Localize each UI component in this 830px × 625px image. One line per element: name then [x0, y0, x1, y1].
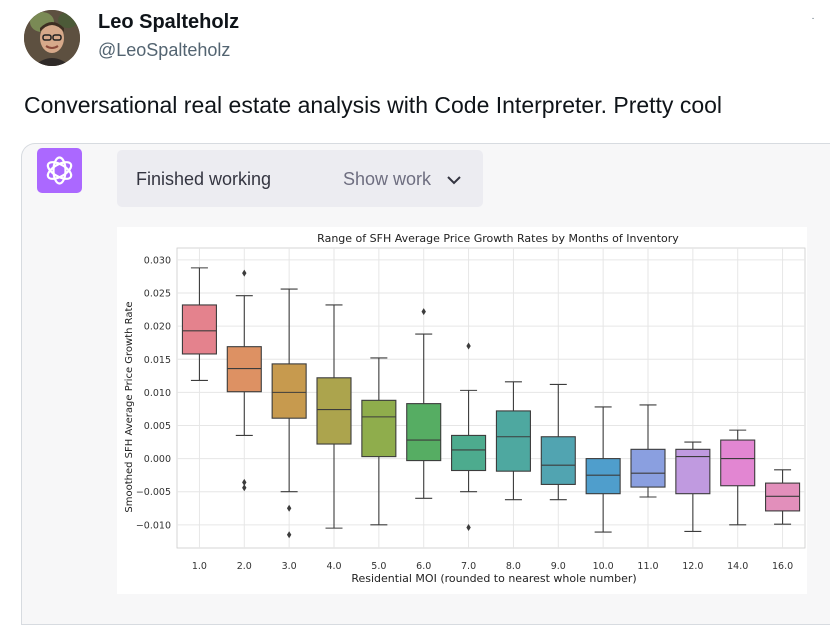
- box-body: [406, 403, 442, 462]
- outlier-point: [242, 269, 247, 277]
- x-tick-label: 1.0: [192, 561, 207, 572]
- y-tick-label: 0.010: [144, 388, 171, 399]
- outlier-point: [242, 484, 247, 492]
- box-body: [181, 304, 217, 355]
- box-5.0: [361, 357, 397, 526]
- outlier-point: [466, 342, 471, 350]
- x-tick-label: 11.0: [637, 561, 658, 572]
- show-work-button[interactable]: Show work: [343, 169, 432, 189]
- y-tick-label: 0.020: [144, 322, 171, 333]
- box-9.0: [540, 383, 576, 501]
- x-tick-label: 7.0: [461, 561, 476, 572]
- chart-svg: 0.030 0.025 0.020 0.015 0.010 0.005 0.000 −0.00…: [124, 232, 806, 585]
- outlier-point: [466, 523, 471, 531]
- avatar[interactable]: [24, 10, 80, 66]
- chart-title: Range of SFH Average Price Growth Rates …: [317, 232, 679, 245]
- box-body: [316, 377, 352, 445]
- x-tick-label: 16.0: [772, 561, 793, 572]
- tweet-text: Conversational real estate analysis with…: [24, 92, 723, 118]
- box-plot-chart: 0.030 0.025 0.020 0.015 0.010 0.005 0.000 −0.00…: [117, 227, 807, 594]
- x-tick-label: 9.0: [551, 561, 566, 572]
- y-tick-label: 0.025: [144, 289, 171, 300]
- y-tick-label: 0.030: [144, 255, 171, 266]
- y-tick-label: 0.000: [144, 454, 171, 465]
- box-1.0: [181, 267, 217, 382]
- box-4.0: [316, 304, 352, 529]
- box-16.0: [765, 469, 801, 525]
- box-body: [675, 448, 711, 495]
- box-2.0: [226, 269, 262, 492]
- box-12.0: [675, 441, 711, 532]
- box-body: [630, 448, 666, 488]
- chevron-down-icon[interactable]: [446, 174, 462, 186]
- box-body: [495, 410, 531, 472]
- author-handle[interactable]: @LeoSpalteholz: [98, 40, 231, 60]
- box-7.0: [451, 342, 487, 531]
- outlier-point: [421, 308, 426, 316]
- x-tick-label: 12.0: [682, 561, 703, 572]
- box-body: [451, 434, 487, 472]
- x-tick-label: 14.0: [727, 561, 748, 572]
- box-body: [765, 482, 801, 512]
- outlier-point: [242, 478, 247, 486]
- y-tick-label: 0.005: [144, 421, 171, 432]
- x-tick-label: 4.0: [326, 561, 341, 572]
- box-body: [540, 436, 576, 485]
- y-tick-label: −0.005: [136, 487, 171, 498]
- box-body: [271, 363, 307, 419]
- outlier-point: [286, 531, 292, 539]
- x-tick-label: 3.0: [282, 561, 297, 572]
- box-body: [226, 346, 262, 393]
- box-6.0: [406, 308, 442, 499]
- avatar-photo: [24, 10, 80, 66]
- box-11.0: [630, 404, 666, 498]
- x-axis-label: Residential MOI (rounded to nearest whol…: [351, 572, 636, 585]
- box-10.0: [585, 406, 621, 533]
- y-axis-label: Smoothed SFH Average Price Growth Rate: [124, 301, 135, 512]
- box-body: [361, 399, 397, 458]
- y-tick-label: 0.015: [144, 355, 171, 366]
- box-8.0: [495, 381, 531, 501]
- box-body: [585, 458, 621, 495]
- box-body: [720, 439, 756, 487]
- more-options-icon[interactable]: ·: [811, 13, 815, 24]
- y-tick-label: −0.010: [136, 520, 171, 531]
- x-tick-label: 8.0: [506, 561, 521, 572]
- x-tick-label: 2.0: [237, 561, 252, 572]
- x-tick-label: 10.0: [593, 561, 614, 572]
- code-interpreter-status-panel: [117, 150, 483, 207]
- status-text: Finished working: [136, 169, 272, 189]
- x-tick-label: 6.0: [416, 561, 431, 572]
- chatgpt-logo-icon: [37, 148, 82, 193]
- box-14.0: [720, 429, 756, 526]
- author-name[interactable]: Leo Spalteholz: [98, 11, 240, 33]
- box-3.0: [271, 288, 307, 539]
- x-tick-label: 5.0: [371, 561, 386, 572]
